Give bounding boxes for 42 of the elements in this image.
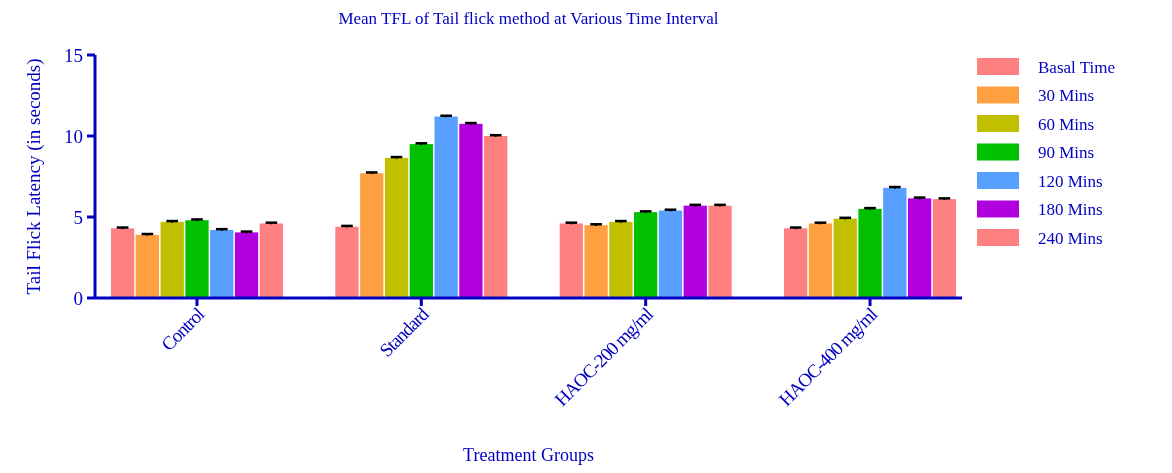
bar — [683, 205, 707, 298]
x-axis-title: Treatment Groups — [463, 445, 594, 465]
bar — [185, 220, 209, 298]
bar — [784, 228, 808, 298]
legend-label: 60 Mins — [1038, 114, 1095, 134]
bar — [210, 229, 234, 298]
bar — [335, 226, 359, 298]
y-axis-title: Tail Flick Latency (in seconds) — [23, 58, 45, 295]
legend-label: 90 Mins — [1038, 143, 1095, 163]
bar — [858, 208, 882, 298]
bar — [833, 218, 857, 298]
bar — [110, 228, 135, 298]
bar — [658, 210, 683, 298]
bar — [932, 199, 957, 298]
bar — [484, 136, 508, 298]
legend-label: 120 Mins — [1038, 171, 1103, 191]
bar — [160, 221, 184, 298]
chart-title: Mean TFL of Tail flick method at Various Time Interval — [338, 9, 719, 28]
bar — [434, 116, 458, 298]
bar — [559, 223, 583, 298]
bar — [459, 123, 483, 298]
bar — [907, 198, 932, 298]
y-tick-label: 15 — [64, 44, 83, 66]
bar — [409, 144, 433, 298]
bar — [634, 212, 658, 298]
y-tick-label: 5 — [73, 206, 83, 228]
bar — [708, 205, 732, 298]
bar — [584, 225, 608, 298]
y-tick-label: 10 — [64, 125, 83, 147]
bar — [259, 223, 283, 298]
bar — [234, 232, 259, 298]
bar — [384, 157, 409, 298]
bar — [808, 223, 833, 298]
bar — [360, 173, 384, 298]
legend-label: Basal Time — [1038, 57, 1115, 77]
legend-label: 180 Mins — [1038, 200, 1103, 220]
legend-label: 30 Mins — [1038, 86, 1095, 106]
bar — [135, 234, 160, 298]
bar — [609, 221, 633, 298]
bar — [883, 187, 907, 298]
legend-label: 240 Mins — [1038, 228, 1103, 248]
y-tick-label: 0 — [73, 287, 83, 309]
